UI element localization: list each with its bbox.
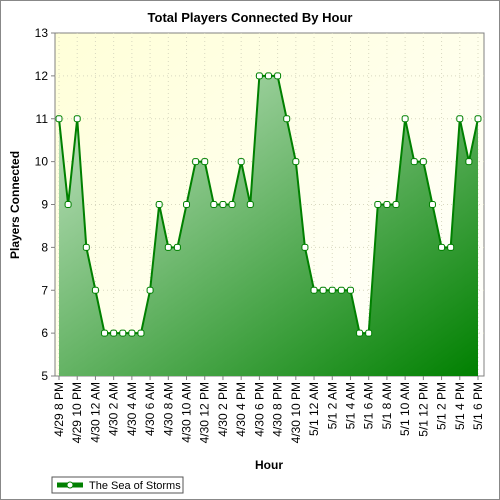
data-point: [265, 72, 272, 80]
data-point: [428, 201, 436, 208]
data-point: [201, 158, 209, 166]
y-axis-title: Players Connected: [8, 151, 22, 259]
data-point: [255, 72, 263, 80]
y-tick-label: 6: [41, 326, 48, 340]
x-tick-label: 5/1 12 AM: [307, 382, 321, 436]
x-tick-label: 5/1 6 AM: [362, 382, 376, 429]
chart-title: Total Players Connected By Hour: [148, 10, 353, 25]
data-point: [392, 201, 400, 208]
y-axis: 5 6 7 8 9 10 11 12 13: [35, 26, 55, 383]
x-tick-label: 5/1 12 PM: [416, 382, 430, 437]
data-point: [365, 329, 373, 337]
y-tick-label: 13: [35, 26, 49, 40]
y-tick-label: 11: [36, 112, 49, 126]
data-point: [246, 201, 254, 208]
data-point: [210, 201, 218, 208]
data-point: [183, 201, 191, 208]
legend-label: The Sea of Storms: [89, 480, 181, 492]
data-point: [237, 158, 245, 166]
x-tick-label: 5/1 2 PM: [435, 382, 449, 430]
series-area: [59, 75, 478, 376]
data-point: [447, 243, 455, 251]
data-point: [319, 286, 327, 294]
y-tick-label: 10: [35, 155, 49, 169]
data-point: [192, 158, 200, 166]
data-point: [283, 115, 291, 123]
data-point: [374, 201, 382, 208]
data-point: [346, 286, 354, 294]
data-point: [119, 329, 127, 337]
x-tick-label: 4/30 10 AM: [180, 382, 194, 443]
x-tick-label: 4/30 4 AM: [125, 382, 139, 436]
x-tick-label: 4/30 2 AM: [107, 382, 121, 436]
x-tick-label: 4/29 8 PM: [52, 382, 66, 437]
x-tick-label: 4/30 2 PM: [216, 382, 230, 437]
x-tick-label: 5/1 2 AM: [325, 382, 339, 429]
x-tick-label: 5/1 4 PM: [453, 382, 467, 430]
x-tick-label: 5/1 10 AM: [398, 382, 412, 436]
data-point: [137, 329, 145, 337]
data-point: [438, 243, 446, 251]
data-point: [474, 115, 482, 123]
legend: The Sea of Storms: [51, 476, 184, 494]
y-tick-label: 12: [35, 69, 49, 83]
x-tick-label: 4/30 10 PM: [289, 382, 303, 443]
data-point: [292, 158, 300, 166]
x-tick-label: 4/30 6 AM: [143, 382, 157, 436]
data-point: [328, 286, 336, 294]
data-point: [219, 201, 227, 208]
legend-swatch-marker: [66, 481, 74, 489]
data-point: [301, 243, 309, 251]
data-point: [456, 115, 464, 123]
data-point: [401, 115, 409, 123]
data-point: [91, 286, 99, 294]
x-tick-label: 4/30 6 PM: [252, 382, 266, 437]
data-point: [356, 329, 364, 337]
data-point: [274, 72, 282, 80]
x-tick-label: 4/30 8 PM: [271, 382, 285, 437]
data-point: [164, 243, 172, 251]
x-tick-label: 5/1 4 AM: [343, 382, 357, 429]
y-tick-label: 5: [41, 369, 48, 383]
x-axis: 4/29 8 PM 4/29 10 PM 4/30 12 AM 4/30 2 AM 4/…: [52, 376, 485, 443]
x-tick-label: 5/1 8 AM: [380, 382, 394, 429]
data-point: [310, 286, 318, 294]
legend-box: [51, 476, 184, 494]
y-tick-label: 8: [41, 240, 48, 254]
x-tick-label: 4/30 12 PM: [198, 382, 212, 443]
data-point: [383, 201, 391, 208]
data-point: [110, 329, 118, 337]
x-tick-label: 5/1 6 PM: [471, 382, 485, 430]
data-point: [128, 329, 136, 337]
data-point: [337, 286, 345, 294]
x-tick-label: 4/30 12 AM: [88, 382, 102, 443]
x-tick-label: 4/30 4 PM: [234, 382, 248, 437]
x-tick-label: 4/29 10 PM: [70, 382, 84, 443]
data-point: [73, 115, 81, 123]
y-tick-label: 7: [41, 283, 48, 297]
data-point: [146, 286, 154, 294]
data-point: [419, 158, 427, 166]
data-point: [410, 158, 418, 166]
data-point: [155, 201, 163, 208]
data-point: [465, 158, 473, 166]
data-point: [173, 243, 181, 251]
x-tick-label: 4/30 8 AM: [161, 382, 175, 436]
x-axis-title: Hour: [255, 458, 283, 472]
series-markers: [55, 72, 482, 337]
data-point: [64, 201, 72, 208]
data-point: [101, 329, 109, 337]
data-point: [55, 115, 63, 123]
data-point: [82, 243, 90, 251]
y-tick-label: 9: [41, 198, 48, 212]
data-point: [228, 201, 236, 208]
